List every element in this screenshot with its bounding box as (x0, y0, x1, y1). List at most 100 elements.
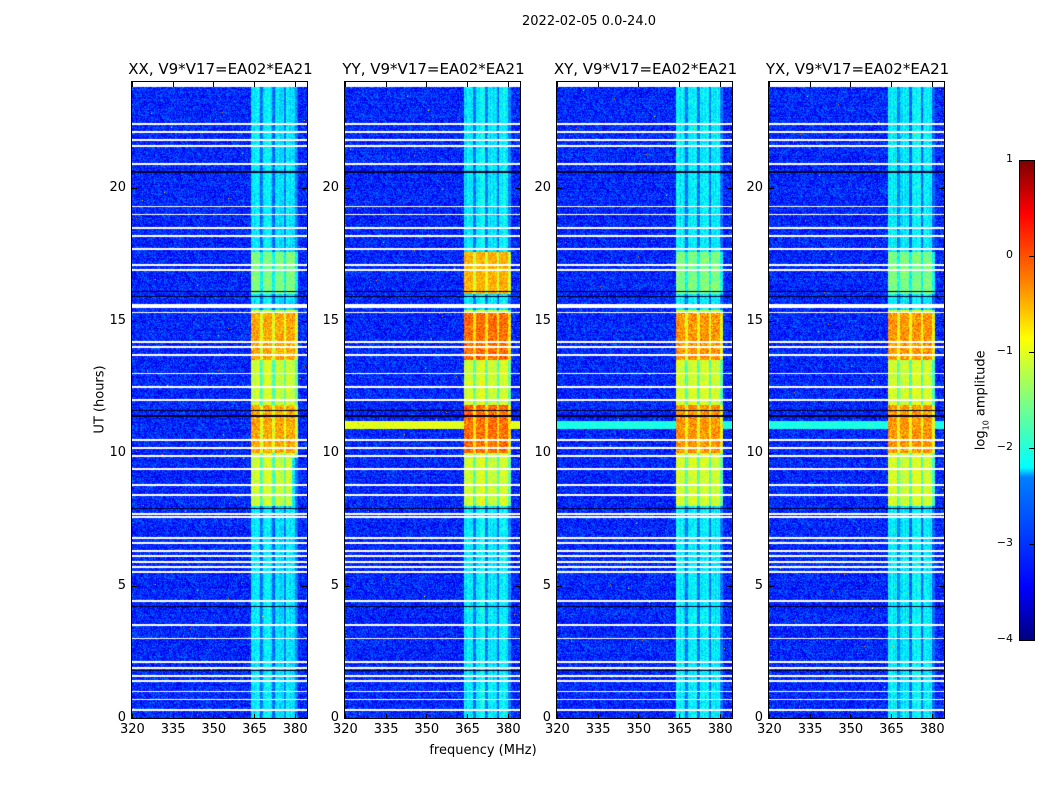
colorbar-label-rest: amplitude (973, 350, 989, 421)
x-tick-mark (172, 82, 174, 87)
y-tick-label: 10 (322, 445, 339, 460)
x-axis-label: frequency (MHz) (429, 743, 537, 758)
x-tick-mark (467, 714, 469, 719)
x-tick-mark (638, 714, 640, 719)
x-tick-label: 320 (120, 722, 145, 737)
y-tick-mark (302, 718, 307, 719)
panel-title: YY, V9*V17=EA02*EA21 (342, 60, 525, 78)
colorbar-label: log10 amplitude (974, 338, 991, 462)
x-tick-mark (213, 714, 215, 719)
x-tick-mark (557, 82, 558, 87)
y-tick-mark (727, 718, 732, 719)
panel-title: YX, V9*V17=EA02*EA21 (765, 60, 950, 78)
x-tick-mark (597, 82, 599, 87)
y-tick-label: 10 (534, 445, 551, 460)
panel-2: XY, V9*V17=EA02*EA21 320 335 350 365 380 0 5 10 1… (534, 60, 737, 737)
y-tick-mark (769, 188, 774, 189)
x-tick-label: 365 (667, 722, 692, 737)
y-tick-mark (302, 188, 307, 189)
y-tick-mark (939, 718, 944, 719)
colorbar-tick-mark (1029, 352, 1034, 353)
y-tick-mark (302, 453, 307, 454)
y-tick-mark (515, 718, 520, 719)
x-tick-mark (679, 714, 681, 719)
colorbar-label-base: log (973, 430, 989, 451)
x-tick-mark (132, 714, 133, 719)
heatmap-canvas (769, 82, 944, 718)
y-tick-mark (939, 453, 944, 454)
x-tick-mark (254, 82, 256, 87)
x-tick-label: 335 (160, 722, 186, 737)
x-tick-mark (891, 714, 893, 719)
y-tick-mark (132, 453, 137, 454)
colorbar-tick-mark (1029, 256, 1034, 257)
y-tick-label: 20 (322, 180, 339, 195)
y-tick-mark (557, 188, 562, 189)
y-tick-mark (345, 585, 350, 587)
x-tick-mark (891, 82, 893, 87)
y-tick-mark (302, 585, 307, 587)
y-tick-mark (515, 320, 520, 322)
y-tick-label: 5 (542, 577, 551, 593)
x-tick-mark (132, 82, 133, 87)
y-tick-mark (727, 188, 732, 189)
panel-0: XX, V9*V17=EA02*EA21 320 335 350 365 380 0 5 10 1… (109, 60, 312, 737)
x-tick-mark (294, 714, 296, 719)
x-tick-mark (719, 714, 721, 719)
x-tick-label: 350 (626, 722, 652, 737)
x-tick-mark (507, 82, 509, 87)
colorbar-tick-label: −4 (996, 632, 1013, 645)
x-tick-mark (809, 82, 811, 87)
x-tick-label: 335 (797, 722, 823, 737)
y-tick-label: 20 (534, 180, 551, 195)
x-tick-mark (426, 82, 428, 87)
y-tick-mark (515, 453, 520, 454)
x-tick-mark (850, 714, 852, 719)
y-tick-mark (345, 188, 350, 189)
x-tick-label: 380 (919, 722, 945, 737)
y-tick-mark (515, 585, 520, 587)
y-tick-label: 0 (330, 710, 339, 725)
y-tick-label: 5 (330, 577, 339, 593)
x-tick-mark (213, 82, 215, 87)
y-tick-label: 15 (534, 312, 551, 328)
x-tick-label: 335 (373, 722, 399, 737)
y-tick-mark (769, 718, 774, 719)
x-tick-mark (345, 82, 346, 87)
x-tick-label: 350 (838, 722, 864, 737)
panel-1: YY, V9*V17=EA02*EA21 320 335 350 365 380 0 5 10 1… (322, 60, 524, 737)
y-tick-label: 15 (322, 312, 339, 328)
heatmap-canvas (557, 82, 732, 718)
y-tick-label: 15 (109, 312, 126, 328)
colorbar-tick-label: −3 (996, 536, 1013, 549)
colorbar-tick-label: −2 (996, 440, 1013, 453)
x-tick-mark (172, 714, 174, 719)
x-tick-mark (385, 714, 387, 719)
x-tick-label: 380 (707, 722, 733, 737)
colorbar-tick-label: 0 (1006, 248, 1013, 261)
y-tick-mark (939, 188, 944, 189)
x-tick-mark (809, 714, 811, 719)
y-tick-mark (727, 453, 732, 454)
colorbar-tick-mark (1029, 544, 1034, 545)
y-tick-mark (727, 320, 732, 322)
y-tick-label: 0 (754, 710, 763, 725)
y-tick-label: 5 (754, 577, 763, 593)
panel-title: XX, V9*V17=EA02*EA21 (128, 60, 313, 78)
x-tick-label: 320 (757, 722, 782, 737)
y-tick-label: 15 (746, 312, 763, 328)
colorbar-tick-mark (1029, 640, 1034, 641)
x-tick-mark (467, 82, 469, 87)
x-tick-mark (769, 82, 770, 87)
x-tick-mark (638, 82, 640, 87)
x-tick-label: 320 (545, 722, 570, 737)
y-tick-label: 20 (746, 180, 763, 195)
x-tick-label: 365 (242, 722, 267, 737)
y-tick-mark (557, 453, 562, 454)
y-tick-mark (769, 453, 774, 454)
heatmap-canvas (345, 82, 520, 718)
x-tick-mark (931, 82, 933, 87)
y-axis-label: UT (hours) (92, 365, 108, 434)
x-tick-mark (294, 82, 296, 87)
colorbar-tick-label: −1 (996, 344, 1013, 357)
